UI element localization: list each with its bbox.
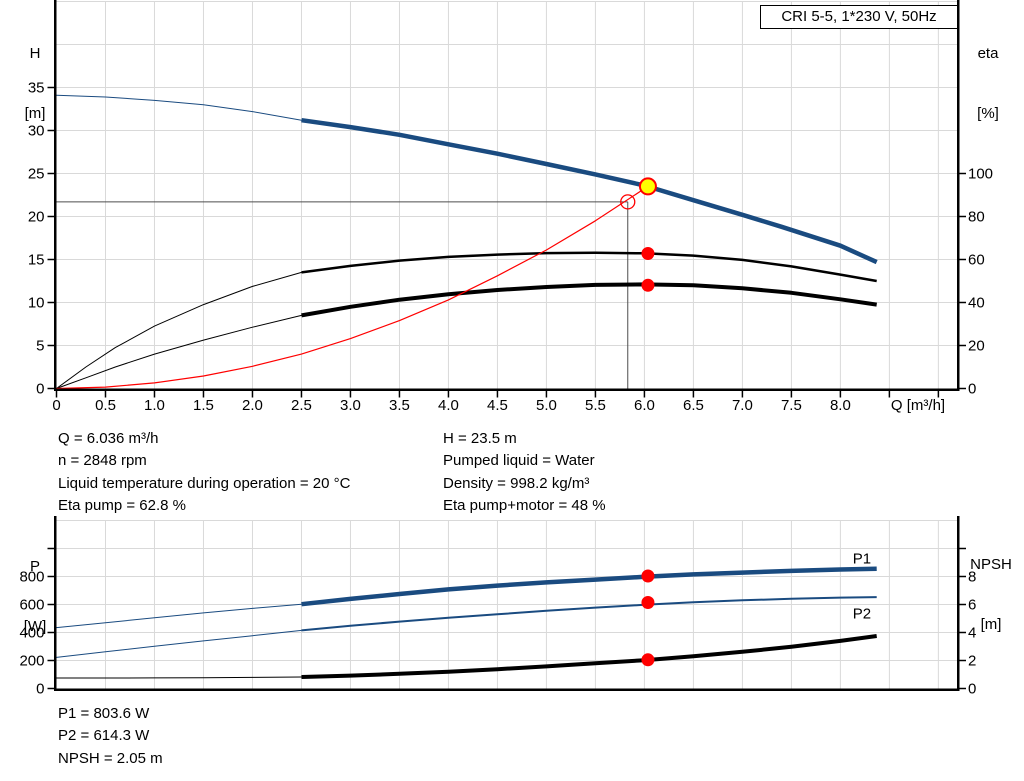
y-right-tick-label: 60 — [968, 252, 985, 269]
pump-model-badge: CRI 5-5, 1*230 V, 50Hz — [760, 5, 958, 29]
p-axis-title-line1: P — [29, 558, 40, 575]
eta-pump-curve — [301, 251, 877, 283]
pumped-liquid-value: Pumped liquid = Water — [443, 452, 595, 470]
liquid-temperature-value: Liquid temperature during operation = 20… — [58, 474, 351, 492]
x-tick-label: 3.5 — [389, 397, 410, 414]
y-right-tick-label: 4 — [968, 625, 976, 642]
x-tick-label: 1.0 — [144, 397, 165, 414]
head-curve-extension — [56, 94, 302, 121]
eta-pump-motor-point — [641, 278, 655, 292]
p1-curve-extension — [56, 603, 302, 629]
density-value: Density = 998.2 kg/m³ — [443, 474, 590, 492]
y-left-tick-label: 800 — [19, 569, 44, 586]
x-tick-label: 5.0 — [536, 397, 557, 414]
eta-pump-motor-value: Eta pump+motor = 48 % — [443, 497, 606, 515]
eta-axis-title: eta [%] — [963, 4, 1013, 164]
y-left-tick-label: 600 — [19, 597, 44, 614]
y-right-tick-label: 8 — [968, 569, 976, 586]
duty-flow-value: Q = 6.036 m³/h — [58, 430, 159, 447]
h-axis-title: H [m] — [12, 4, 58, 164]
p2-value: P2 = 614.3 W — [58, 727, 150, 745]
duty-head-value: H = 23.5 m — [443, 430, 517, 447]
head-curve — [301, 117, 878, 265]
y-right-tick-label: 2 — [968, 653, 976, 670]
speed-value: n = 2848 rpm — [58, 452, 147, 470]
rated-duty-marker — [620, 194, 636, 210]
x-tick-label: 4.0 — [438, 397, 459, 414]
y-right-tick-label: 80 — [968, 209, 985, 226]
y-left-tick-label: 5 — [36, 338, 44, 355]
eta-pump-point — [641, 246, 655, 260]
x-tick-label: 3.0 — [340, 397, 361, 414]
x-tick-label: 0.5 — [95, 397, 116, 414]
p-axis-title: P [W] — [12, 517, 58, 677]
npsh-axis-title-line2: [m] — [980, 616, 1002, 633]
x-tick-label: 2.0 — [242, 397, 263, 414]
npsh-curve — [301, 634, 877, 679]
p1-point — [641, 569, 655, 583]
eta-axis-title-line2: [%] — [977, 105, 999, 122]
p-axis-title-line2: [W] — [23, 618, 47, 635]
y-left-tick-label: 0 — [36, 681, 44, 698]
eta-pump-curve-extension — [56, 271, 302, 389]
h-axis-title-line2: [m] — [24, 105, 46, 122]
eta-pump-value: Eta pump = 62.8 % — [58, 497, 186, 515]
power-info: P1 = 803.6 W P2 = 614.3 W NPSH = 2.05 m — [58, 703, 163, 770]
system-curve — [56, 185, 649, 390]
npsh-axis-title: NPSH [m] — [960, 515, 1022, 675]
y-right-tick-label: 40 — [968, 295, 985, 312]
x-tick-label: 7.5 — [781, 397, 802, 414]
x-tick-label: 7.0 — [732, 397, 753, 414]
y-right-tick-label: 0 — [968, 381, 976, 398]
eta-axis-title-line1: eta — [977, 45, 999, 62]
x-tick-label: 4.5 — [487, 397, 508, 414]
y-left-tick-label: 400 — [19, 625, 44, 642]
x-tick-label: 6.0 — [634, 397, 655, 414]
y-left-tick-label: 20 — [28, 209, 45, 226]
p2-label: P2 — [853, 606, 871, 623]
duty-info-left: Q = 6.036 m³/h n = 2848 rpm Liquid tempe… — [58, 428, 350, 518]
x-tick-label: 8.0 — [830, 397, 851, 414]
y-right-tick-label: 0 — [968, 681, 976, 698]
duty-point — [638, 177, 657, 196]
p2-point — [641, 595, 655, 609]
y-right-tick-label: 20 — [968, 338, 985, 355]
duty-info-right: H = 23.5 m Pumped liquid = Water Density… — [443, 428, 606, 518]
y-left-tick-label: 200 — [19, 653, 44, 670]
y-left-tick-label: 0 — [36, 381, 44, 398]
eta-pump-motor-curve-extension — [56, 314, 302, 389]
x-tick-label: 6.5 — [683, 397, 704, 414]
y-right-tick-label: 100 — [968, 166, 993, 183]
y-left-tick-label: 30 — [28, 123, 45, 140]
y-left-tick-label: 35 — [28, 80, 45, 97]
npsh-point — [641, 653, 655, 667]
p2-curve — [301, 596, 877, 632]
h-axis-title-line1: H — [29, 45, 41, 62]
npsh-axis-title-line1: NPSH — [970, 556, 1012, 573]
x-tick-label: 0 — [52, 397, 60, 414]
y-right-tick-label: 6 — [968, 597, 976, 614]
y-left-tick-label: 15 — [28, 252, 45, 269]
p2-curve-extension — [56, 629, 302, 658]
eta-pump-motor-curve — [301, 282, 877, 318]
npsh-value: NPSH = 2.05 m — [58, 749, 163, 767]
y-left-tick-label: 25 — [28, 166, 45, 183]
x-tick-label: 5.5 — [585, 397, 606, 414]
x-tick-label: 2.5 — [291, 397, 312, 414]
y-left-tick-label: 10 — [28, 295, 45, 312]
p1-value: P1 = 803.6 W — [58, 705, 150, 722]
x-axis-unit-label: Q [m³/h] — [891, 397, 945, 414]
npsh-curve-extension — [56, 676, 302, 679]
x-tick-label: 1.5 — [193, 397, 214, 414]
p1-label: P1 — [853, 550, 871, 567]
p1-curve — [301, 566, 877, 607]
